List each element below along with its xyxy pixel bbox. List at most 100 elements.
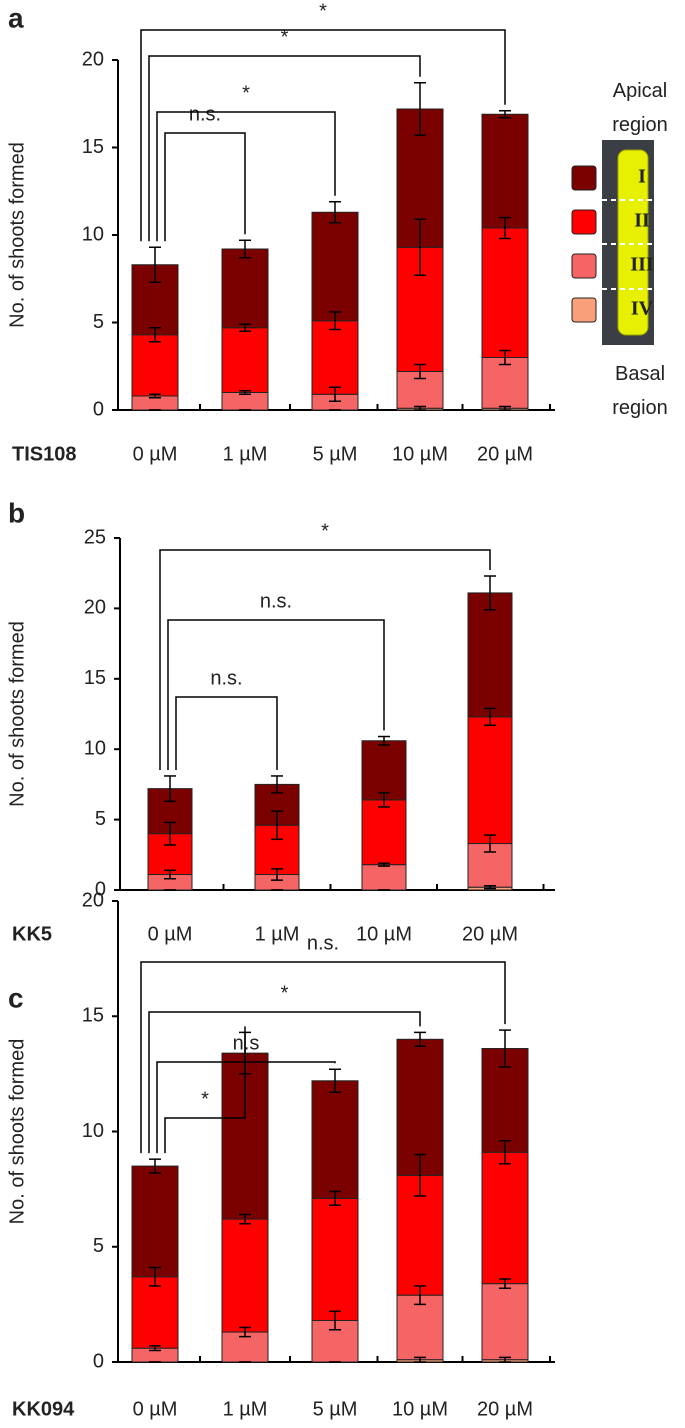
error-bar: [329, 311, 341, 331]
error-bar: [329, 201, 341, 224]
region-label-line: region: [612, 397, 668, 419]
bar-segment: [311, 1080, 359, 1199]
significance-bracket: [159, 549, 491, 770]
significance-label: *: [321, 520, 329, 542]
significance-label: *: [281, 26, 289, 48]
panel-letter: a: [8, 2, 24, 33]
bar-segment: [221, 248, 269, 329]
error-bar: [164, 869, 176, 880]
y-tick-label: 20: [84, 597, 106, 619]
error-bar: [378, 862, 390, 867]
y-tick-label: 0: [93, 398, 104, 420]
region-label: Basal region: [612, 363, 668, 419]
significance-bracket: [156, 1061, 336, 1154]
significance-label: *: [281, 982, 289, 1004]
significance-label: n.s.: [189, 103, 221, 125]
x-tick-label: 0 µM: [133, 443, 178, 465]
x-tick-label: 1 µM: [223, 1398, 268, 1420]
y-tick-label: 0: [95, 878, 106, 900]
error-bar: [149, 1266, 161, 1287]
significance-bracket: [175, 696, 278, 770]
error-bar: [164, 821, 176, 846]
legend-label: IV: [631, 298, 654, 320]
error-bar: [484, 575, 496, 611]
bar-segment: [131, 1276, 179, 1349]
x-tick-label: 10 µM: [356, 923, 412, 945]
error-bar: [378, 792, 390, 808]
y-tick-label: 15: [82, 1005, 104, 1027]
error-bar: [499, 1139, 511, 1165]
panel-letter: c: [8, 982, 24, 1013]
x-tick-label: 5 µM: [313, 443, 358, 465]
y-tick-label: 5: [95, 808, 106, 830]
significance-label: n.s.: [210, 667, 242, 689]
x-axis-title: KK094: [12, 1398, 75, 1420]
bar-segment: [361, 799, 407, 866]
significance-label: *: [201, 1088, 209, 1110]
error-bar: [271, 810, 283, 841]
bar-segment: [481, 1283, 529, 1361]
legend-label: I: [638, 166, 646, 188]
bar-segment: [481, 357, 529, 409]
error-bar: [329, 1310, 341, 1331]
error-bar: [329, 1068, 341, 1094]
significance-label: *: [242, 82, 250, 104]
error-bar: [414, 1356, 426, 1363]
error-bar: [239, 239, 251, 259]
error-bar: [414, 1153, 426, 1197]
error-bar: [239, 1213, 251, 1225]
y-tick-label: 10: [82, 1120, 104, 1142]
x-axis-title: TIS108: [12, 443, 76, 465]
significance-label: *: [319, 0, 327, 22]
bar-segment: [221, 327, 269, 393]
error-bar: [414, 82, 426, 136]
error-bar: [164, 775, 176, 803]
bar-segment: [221, 392, 269, 411]
error-bar: [484, 885, 496, 890]
significance-bracket: [148, 55, 421, 242]
bar-segment: [481, 113, 529, 229]
bar-segment: [467, 716, 513, 845]
error-bar: [499, 405, 511, 411]
error-bar: [414, 218, 426, 276]
error-bar: [149, 393, 161, 399]
legend-swatch: [571, 253, 597, 279]
error-bar: [149, 1345, 161, 1352]
bar-segment: [361, 740, 407, 801]
x-tick-label: 0 µM: [148, 923, 193, 945]
error-bar: [499, 216, 511, 240]
y-tick-label: 5: [93, 311, 104, 333]
legend-swatch: [571, 209, 597, 235]
error-bar: [414, 1031, 426, 1047]
error-bar: [239, 323, 251, 332]
y-tick-label: 20: [82, 889, 104, 911]
significance-label: n.s.: [260, 590, 292, 612]
region-label-line: Basal: [615, 363, 665, 385]
x-tick-label: 20 µM: [462, 923, 518, 945]
bar-segment: [396, 1294, 444, 1361]
significance-bracket: [148, 1011, 421, 1154]
error-bar: [499, 1356, 511, 1363]
x-tick-label: 20 µM: [477, 443, 533, 465]
significance-bracket: [156, 111, 336, 242]
x-axis-title: KK5: [12, 923, 52, 945]
error-bar: [414, 405, 426, 411]
x-tick-label: 5 µM: [313, 1398, 358, 1420]
y-tick-label: 25: [84, 526, 106, 548]
bar-segment: [396, 371, 444, 409]
error-bar: [484, 834, 496, 853]
significance-bracket: [140, 29, 506, 242]
legend-label: III: [630, 254, 654, 276]
legend-swatch: [571, 297, 597, 323]
error-bar: [378, 735, 390, 746]
x-tick-label: 20 µM: [477, 1398, 533, 1420]
error-bar: [499, 349, 511, 366]
bar-segment: [361, 864, 407, 891]
error-bar: [484, 707, 496, 727]
error-bar: [499, 1029, 511, 1068]
y-tick-label: 10: [84, 737, 106, 759]
x-tick-label: 1 µM: [255, 923, 300, 945]
y-axis-title: No. of shoots formed: [6, 621, 28, 807]
bar-segment: [481, 1151, 529, 1285]
bar-segment: [311, 320, 359, 395]
